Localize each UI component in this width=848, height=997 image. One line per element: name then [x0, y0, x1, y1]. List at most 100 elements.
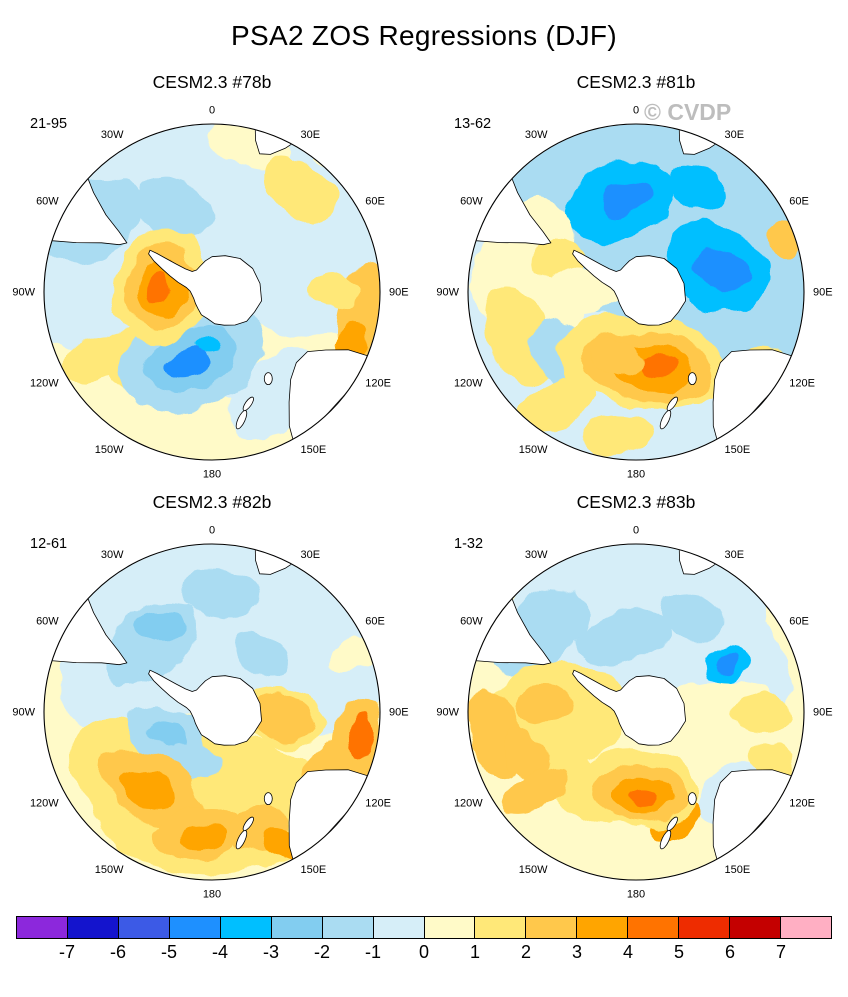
- coastlines: [468, 544, 802, 870]
- map-boundary-circle: [467, 123, 805, 461]
- longitude-label: 30E: [301, 549, 321, 561]
- colorbar-tick-label: 2: [520, 942, 532, 962]
- colorbar-box: [679, 916, 731, 939]
- australia-outline: [712, 349, 802, 450]
- longitude-label: 90W: [12, 287, 35, 299]
- new-zealand-outline: [242, 396, 254, 412]
- tasmania-outline: [687, 792, 697, 806]
- longitude-label: 120W: [454, 798, 483, 810]
- australia-outline: [288, 349, 378, 450]
- panel-year-range: 21-95: [30, 116, 68, 132]
- longitude-label: 90E: [389, 707, 409, 719]
- longitude-label: 30W: [101, 129, 124, 141]
- longitude-label: 60W: [460, 616, 483, 628]
- antarctica-outline: [572, 249, 686, 326]
- longitude-label: 150W: [519, 444, 548, 456]
- antarctica-outline: [572, 669, 686, 746]
- longitude-label: 30W: [525, 549, 548, 561]
- colorbar-box: [526, 916, 578, 939]
- colorbar-tick-label: 0: [418, 942, 430, 962]
- longitude-label: 180: [203, 469, 221, 481]
- colorbar-box: [475, 916, 527, 939]
- south-america-outline: [44, 587, 128, 666]
- longitude-label: 30W: [101, 549, 124, 561]
- colorbar-box: [220, 916, 272, 939]
- figure-title: PSA2 ZOS Regressions (DJF): [231, 20, 617, 51]
- longitude-label: 120E: [789, 378, 815, 390]
- map-boundary-circle: [467, 543, 805, 881]
- colorbar-tick-label: -7: [58, 942, 76, 962]
- map-clip-group: [468, 544, 804, 880]
- map-clip-group: [44, 544, 380, 880]
- longitude-label: 60E: [789, 196, 809, 208]
- longitude-label: 90E: [813, 287, 833, 299]
- colorbar-box: [373, 916, 425, 939]
- polar-map: 0 30E 60E 90E 120E 150E 180 150W 120W 90W 60W 30W: [12, 105, 408, 481]
- map-boundary-circle: [43, 123, 381, 461]
- longitude-label: 60W: [36, 616, 59, 628]
- colorbar-tick-label: 1: [469, 942, 481, 962]
- longitude-label: 90E: [813, 707, 833, 719]
- colorbar-tick-label: 3: [571, 942, 583, 962]
- longitude-label: 120E: [365, 798, 391, 810]
- longitude-label: 150E: [301, 444, 327, 456]
- tasmania-outline: [263, 372, 273, 386]
- polar-map: 0 30E 60E 90E 120E 150E 180 150W 120W 90W 60W 30W: [12, 525, 409, 901]
- new-zealand-outline: [666, 396, 678, 412]
- colorbar-box: [424, 916, 476, 939]
- colorbar-tick-label: -1: [364, 942, 382, 962]
- longitude-label: 150E: [725, 444, 751, 456]
- longitude-label: 60W: [36, 196, 59, 208]
- map-panel-81b: CESM2.3 #81b 13-62 0 30E 60E 90E 120E 150E 180…: [424, 70, 848, 490]
- colorbar-tick-label: -4: [211, 942, 229, 962]
- longitude-label: 60E: [365, 616, 385, 628]
- colorbar-box: [322, 916, 374, 939]
- longitude-label: 60E: [789, 616, 809, 628]
- south-america-outline: [468, 167, 552, 246]
- longitude-label: 120E: [789, 798, 815, 810]
- colorbar-box: [577, 916, 629, 939]
- panel-title: CESM2.3 #82b: [152, 492, 272, 512]
- longitude-label: 0: [209, 105, 215, 117]
- longitude-label: 30W: [525, 129, 548, 141]
- colorbar-tick-label: -2: [313, 942, 331, 962]
- map-panel-82b: CESM2.3 #82b 12-61 0 30E 60E 90E 120E 150E 180…: [0, 490, 424, 910]
- map-panel-78b: CESM2.3 #78b 21-95 0 30E 60E 90E 120E 150E 180…: [0, 70, 424, 490]
- longitude-label: 0: [633, 105, 639, 117]
- colorbar-tick-label: -3: [262, 942, 280, 962]
- longitude-label: 60W: [460, 196, 483, 208]
- tasmania-outline: [263, 792, 273, 806]
- longitude-label: 30E: [725, 549, 745, 561]
- colorbar-box: [628, 916, 680, 939]
- longitude-label: 150W: [519, 864, 548, 876]
- longitude-label: 120W: [30, 378, 59, 390]
- longitude-label: 120W: [454, 378, 483, 390]
- longitude-label: 30E: [725, 129, 745, 141]
- colorbar-tick-label: 6: [724, 942, 736, 962]
- coastlines: [468, 124, 802, 450]
- longitude-label: 90W: [436, 287, 459, 299]
- colorbar-tick-label: -5: [160, 942, 178, 962]
- new-zealand-outline: [242, 816, 254, 832]
- longitude-label: 150E: [725, 864, 751, 876]
- antarctica-outline: [148, 249, 262, 326]
- longitude-label: 180: [203, 889, 221, 901]
- longitude-label: 0: [633, 525, 639, 537]
- longitude-label: 120W: [30, 798, 59, 810]
- longitude-label: 150W: [95, 444, 124, 456]
- map-panel-83b: CESM2.3 #83b 1-32 0 30E 60E 90E 120E 150E 180 1…: [424, 490, 848, 910]
- longitude-label: 90W: [12, 707, 35, 719]
- colorbar-box: [781, 916, 832, 939]
- colorbar-tick-label: 4: [622, 942, 634, 962]
- south-america-outline: [468, 587, 552, 666]
- longitude-label: 60E: [365, 196, 385, 208]
- longitude-label: 0: [209, 525, 215, 537]
- panel-title: CESM2.3 #81b: [576, 72, 696, 92]
- map-clip-group: [44, 124, 380, 460]
- polar-map: 0 30E 60E 90E 120E 150E 180 150W 120W 90W 60W 30W: [436, 525, 833, 901]
- colorbar-tick-label: 7: [775, 942, 787, 962]
- longitude-label: 90W: [436, 707, 459, 719]
- colorbar-box: [67, 916, 119, 939]
- polar-map: 0 30E 60E 90E 120E 150E 180 150W 120W 90W 60W 30W: [436, 105, 833, 481]
- panel-year-range: 13-62: [454, 116, 492, 132]
